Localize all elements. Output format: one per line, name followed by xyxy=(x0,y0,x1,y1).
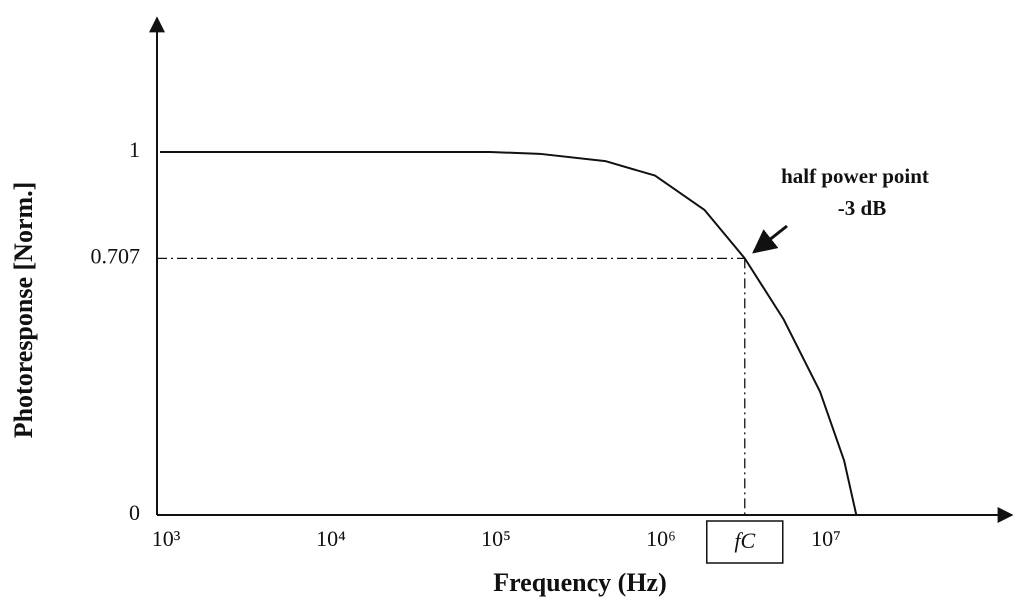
x-tick-label: 10³ xyxy=(152,526,181,551)
x-tick-label: 10⁷ xyxy=(811,526,841,551)
x-axis-label: Frequency (Hz) xyxy=(493,568,667,597)
x-tick-label: 10⁵ xyxy=(481,526,511,551)
annotation: half power point xyxy=(781,164,929,188)
chart: Frequency (Hz) Photoresponse [Norm.] hal… xyxy=(0,0,1017,603)
reference-label: fC xyxy=(734,528,755,553)
x-tick-label: 10⁴ xyxy=(316,526,346,551)
y-axis-label: Photoresponse [Norm.] xyxy=(9,182,38,439)
x-tick-label: 10⁶ xyxy=(646,526,676,551)
annotation-arrow xyxy=(754,226,787,252)
line xyxy=(160,152,856,515)
y-tick-label: 1 xyxy=(129,137,140,162)
annotation: -3 dB xyxy=(838,196,886,220)
y-tick-label: 0.707 xyxy=(91,243,141,268)
y-tick-label: 0 xyxy=(129,500,140,525)
